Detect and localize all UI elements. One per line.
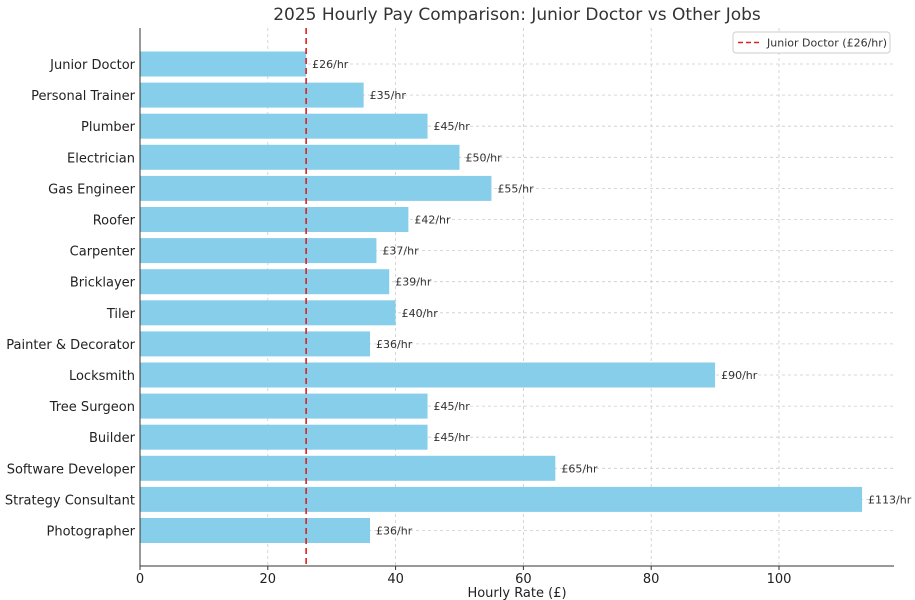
- data-label: £45/hr: [434, 120, 471, 133]
- bar: [140, 51, 307, 77]
- bar: [140, 393, 428, 419]
- legend-entry: Junior Doctor (£26/hr): [766, 37, 887, 50]
- bar: [140, 175, 492, 201]
- x-tick-label: 80: [643, 572, 660, 587]
- axes: [139, 28, 894, 567]
- category-label: Tiler: [106, 307, 136, 322]
- x-axis-label: Hourly Rate (£): [467, 586, 566, 600]
- category-label: Roofer: [93, 214, 136, 229]
- data-label: £90/hr: [721, 369, 758, 382]
- bar: [140, 269, 390, 295]
- bar: [140, 238, 377, 264]
- x-tick-label: 20: [260, 572, 277, 587]
- x-tick-label: 60: [515, 572, 532, 587]
- data-label: £35/hr: [370, 89, 407, 102]
- data-label: £36/hr: [376, 525, 413, 538]
- x-tick-labels: 0 20 40 60 80 100: [136, 566, 792, 587]
- x-tick-label: 40: [387, 572, 404, 587]
- bar: [140, 362, 716, 388]
- category-label: Painter & Decorator: [6, 338, 135, 353]
- data-labels: £26/hr £35/hr £45/hr £50/hr £55/hr £42/hr £37/…: [312, 58, 912, 538]
- data-label: £45/hr: [434, 431, 471, 444]
- legend-box: [732, 31, 891, 54]
- bar: [140, 300, 396, 326]
- legend: Junior Doctor (£26/hr): [732, 31, 891, 54]
- bar: [140, 113, 428, 139]
- data-label: £36/hr: [376, 338, 413, 351]
- bar: [140, 486, 863, 512]
- gridlines: [139, 28, 894, 566]
- category-label: Bricklayer: [70, 276, 136, 291]
- data-label: £42/hr: [414, 214, 451, 227]
- data-label: £55/hr: [497, 182, 534, 195]
- category-label: Strategy Consultant: [5, 493, 135, 508]
- category-label: Junior Doctor: [49, 58, 136, 73]
- bar: [140, 424, 428, 450]
- category-label: Personal Trainer: [31, 89, 136, 104]
- data-label: £39/hr: [395, 276, 432, 289]
- bar: [140, 518, 371, 543]
- category-label: Carpenter: [70, 245, 136, 260]
- data-label: £50/hr: [465, 151, 502, 164]
- category-label: Electrician: [67, 151, 135, 166]
- data-label: £113/hr: [868, 493, 912, 506]
- bar: [140, 207, 409, 232]
- category-label: Gas Engineer: [48, 182, 135, 197]
- bars-group: [140, 51, 863, 543]
- data-label: £45/hr: [434, 400, 471, 413]
- data-label: £65/hr: [561, 462, 598, 475]
- data-label: £26/hr: [312, 58, 349, 71]
- data-label: £37/hr: [382, 245, 419, 258]
- data-label: £40/hr: [402, 307, 439, 320]
- x-tick-label: 100: [767, 572, 792, 587]
- bar: [140, 144, 460, 170]
- chart-title: 2025 Hourly Pay Comparison: Junior Docto…: [273, 5, 761, 25]
- category-label: Photographer: [47, 525, 136, 540]
- bar: [140, 455, 556, 481]
- category-label: Software Developer: [7, 462, 136, 477]
- x-tick-label: 0: [136, 572, 144, 587]
- category-label: Tree Surgeon: [49, 400, 135, 415]
- category-label: Locksmith: [69, 369, 135, 384]
- category-labels: Junior Doctor Personal Trainer Plumber Elec…: [5, 58, 136, 540]
- category-label: Builder: [89, 431, 136, 446]
- bar: [140, 331, 371, 357]
- category-label: Plumber: [81, 120, 136, 135]
- bar: [140, 82, 364, 108]
